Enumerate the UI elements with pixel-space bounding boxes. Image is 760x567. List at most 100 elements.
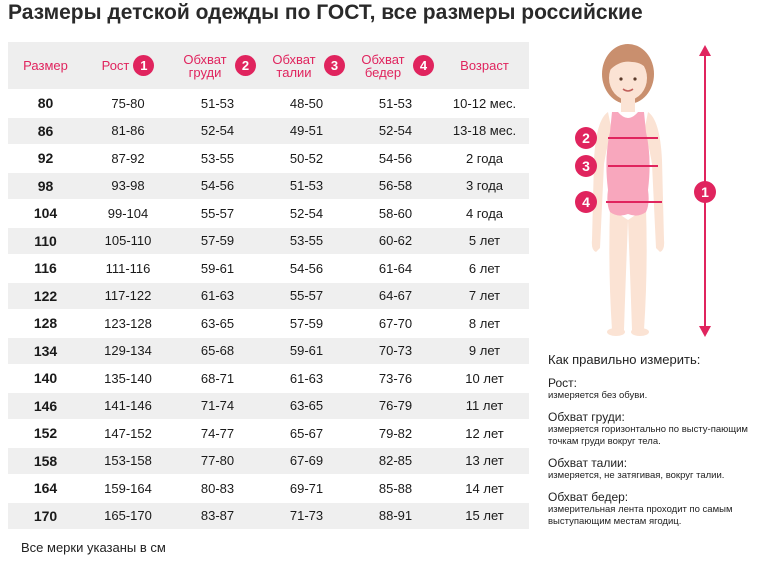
table-cell: 70-73 <box>351 336 440 365</box>
size-cell: 128 <box>8 309 83 337</box>
header-chest: Обхват груди 2 <box>173 42 262 90</box>
table-cell: 59-61 <box>173 254 262 282</box>
table-cell: 50-52 <box>262 144 351 172</box>
guide-title: Как правильно измерить: <box>548 352 701 367</box>
table-cell: 67-69 <box>262 446 351 475</box>
header-waist-label: Обхват талии <box>272 51 316 80</box>
chest-marker-badge: 2 <box>235 55 256 76</box>
size-cell: 146 <box>8 391 83 420</box>
marker-hips: 4 <box>575 191 597 213</box>
guide-item-desc: измеряется, не затягивая, вокруг талии. <box>548 470 725 481</box>
size-cell: 152 <box>8 419 83 447</box>
table-row: 122 117-122 61-63 55-57 64-67 7 лет <box>8 281 529 310</box>
table-row: 98 93-98 54-56 51-53 56-58 3 года <box>8 171 529 200</box>
table-cell: 55-57 <box>173 199 262 227</box>
table-row: 158 153-158 77-80 67-69 82-85 13 лет <box>8 446 529 475</box>
guide-item-hips: Обхват бедер: измерительная лента проход… <box>548 490 754 528</box>
table-row: 134 129-134 65-68 59-61 70-73 9 лет <box>8 336 529 365</box>
header-chest-label: Обхват груди <box>183 51 227 80</box>
guide-item-waist: Обхват талии: измеряется, не затягивая, … <box>548 456 754 482</box>
guide-item-desc: измерительная лента проходит по самым вы… <box>548 504 733 527</box>
table-cell: 54-56 <box>351 144 440 172</box>
size-cell: 134 <box>8 336 83 365</box>
table-cell: 56-58 <box>351 171 440 200</box>
table-row: 110 105-110 57-59 53-55 60-62 5 лет <box>8 226 529 255</box>
table-cell: 6 лет <box>440 254 529 282</box>
size-cell: 164 <box>8 474 83 502</box>
marker-waist: 3 <box>575 155 597 177</box>
table-cell: 57-59 <box>173 226 262 255</box>
table-cell: 74-77 <box>173 419 262 447</box>
table-cell: 65-68 <box>173 336 262 365</box>
table-row: 164 159-164 80-83 69-71 85-88 14 лет <box>8 474 529 502</box>
measurement-guide: Как правильно измерить: Рост: измеряется… <box>548 352 754 536</box>
table-cell: 10 лет <box>440 364 529 392</box>
table-cell: 7 лет <box>440 281 529 310</box>
table-cell: 71-73 <box>262 501 351 529</box>
table-cell: 13 лет <box>440 446 529 475</box>
table-cell: 57-59 <box>262 309 351 337</box>
header-size-label: Размер <box>23 58 68 73</box>
size-cell: 104 <box>8 199 83 227</box>
child-figure-illustration: 1 2 3 4 <box>575 44 716 337</box>
table-cell: 14 лет <box>440 474 529 502</box>
table-cell: 65-67 <box>262 419 351 447</box>
footnote: Все мерки указаны в см <box>21 540 166 555</box>
table-cell: 59-61 <box>262 336 351 365</box>
table-cell: 61-64 <box>351 254 440 282</box>
page-title: Размеры детской одежды по ГОСТ, все разм… <box>8 1 643 24</box>
guide-item-height: Рост: измеряется без обуви. <box>548 376 754 402</box>
table-cell: 64-67 <box>351 281 440 310</box>
header-age: Возраст <box>440 42 529 90</box>
table-cell: 58-60 <box>351 199 440 227</box>
table-cell: 8 лет <box>440 309 529 337</box>
table-cell: 49-51 <box>262 116 351 145</box>
table-cell: 53-55 <box>173 144 262 172</box>
table-cell: 129-134 <box>83 336 173 365</box>
size-cell: 140 <box>8 364 83 392</box>
table-cell: 52-54 <box>351 116 440 145</box>
table-cell: 79-82 <box>351 419 440 447</box>
height-marker-badge: 1 <box>133 55 155 76</box>
hips-marker-badge: 4 <box>413 55 434 76</box>
guide-item-desc: измеряется горизонтально по высту-пающим… <box>548 424 748 447</box>
table-cell: 83-87 <box>173 501 262 529</box>
size-cell: 116 <box>8 254 83 282</box>
table-cell: 51-53 <box>173 89 262 117</box>
table-cell: 75-80 <box>83 89 173 117</box>
table-cell: 61-63 <box>262 364 351 392</box>
table-cell: 165-170 <box>83 501 173 529</box>
header-hips: Обхват бедер 4 <box>351 42 440 90</box>
table-row: 104 99-104 55-57 52-54 58-60 4 года <box>8 199 529 227</box>
marker-height: 1 <box>694 181 716 203</box>
size-table-body: 80 75-80 51-53 48-50 51-53 10-12 мес. 86 81-86 5… <box>8 89 529 529</box>
size-cell: 80 <box>8 89 83 117</box>
table-cell: 80-83 <box>173 474 262 502</box>
marker-height-label: 1 <box>701 184 709 200</box>
table-cell: 88-91 <box>351 501 440 529</box>
table-cell: 55-57 <box>262 281 351 310</box>
table-cell: 71-74 <box>173 391 262 420</box>
size-cell: 92 <box>8 144 83 172</box>
table-row: 146 141-146 71-74 63-65 76-79 11 лет <box>8 391 529 420</box>
table-row: 128 123-128 63-65 57-59 67-70 8 лет <box>8 309 529 337</box>
table-cell: 77-80 <box>173 446 262 475</box>
table-cell: 67-70 <box>351 309 440 337</box>
table-cell: 5 лет <box>440 226 529 255</box>
table-cell: 13-18 мес. <box>440 116 529 145</box>
table-cell: 60-62 <box>351 226 440 255</box>
table-cell: 141-146 <box>83 391 173 420</box>
marker-chest: 2 <box>575 127 597 149</box>
table-row: 152 147-152 74-77 65-67 79-82 12 лет <box>8 419 529 447</box>
table-row: 170 165-170 83-87 71-73 88-91 15 лет <box>8 501 529 529</box>
size-cell: 86 <box>8 116 83 145</box>
table-cell: 68-71 <box>173 364 262 392</box>
table-cell: 52-54 <box>262 199 351 227</box>
table-cell: 15 лет <box>440 501 529 529</box>
table-cell: 54-56 <box>262 254 351 282</box>
table-cell: 10-12 мес. <box>440 89 529 117</box>
table-cell: 153-158 <box>83 446 173 475</box>
table-cell: 4 года <box>440 199 529 227</box>
table-row: 86 81-86 52-54 49-51 52-54 13-18 мес. <box>8 116 529 145</box>
header-age-label: Возраст <box>460 58 509 73</box>
